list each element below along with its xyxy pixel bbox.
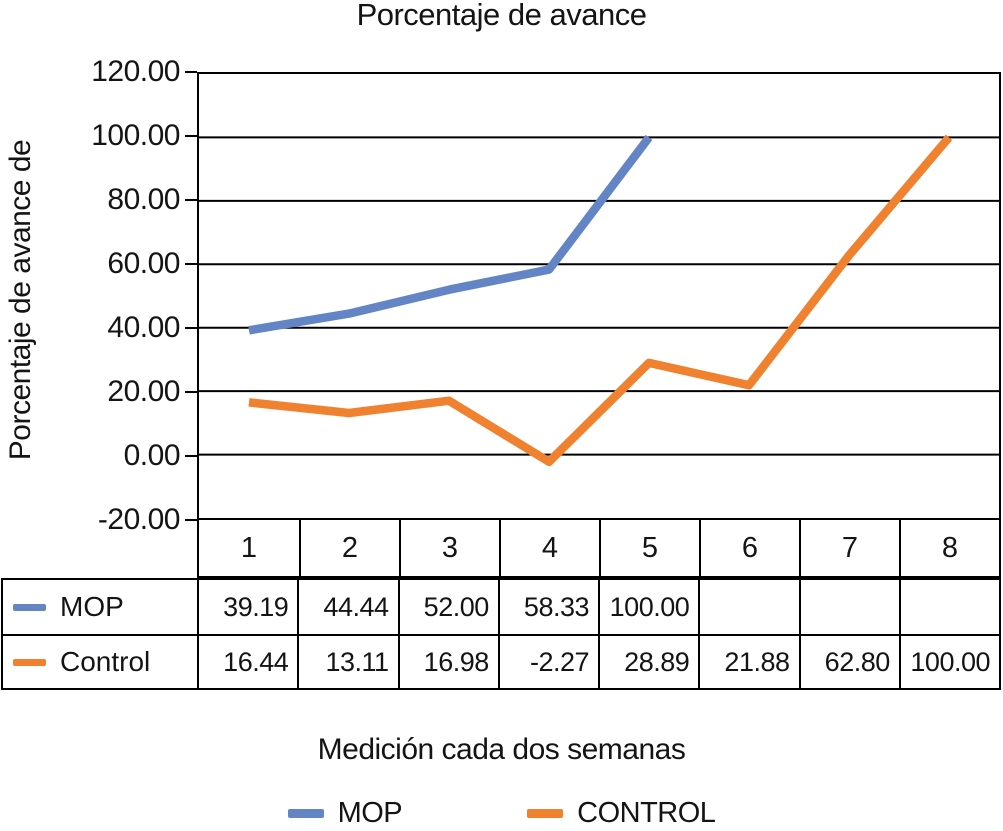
legend-item: MOP	[287, 796, 403, 830]
y-tick-label: 100.00	[91, 119, 180, 152]
y-tick-mark	[185, 455, 197, 457]
y-tick-label: 80.00	[107, 183, 180, 216]
y-tick-label: 60.00	[107, 247, 180, 280]
x-category-cell: 1	[240, 531, 258, 564]
y-tick-mark	[185, 263, 197, 265]
table-value-cell	[698, 580, 798, 634]
y-tick-mark	[185, 135, 197, 137]
series-swatch	[13, 603, 46, 611]
table-row: MOP 39.19 44.44 52.00 58.33 100.00	[3, 580, 999, 634]
y-tick-label: 40.00	[107, 311, 180, 344]
y-tick-label: 0.00	[123, 439, 181, 472]
table-value-cell: 58.33	[497, 580, 598, 634]
x-category-cell: 2	[299, 520, 399, 576]
table-value-cell: -2.27	[497, 636, 598, 688]
table-value-cell	[898, 580, 999, 634]
table-value-cell: 21.88	[698, 636, 798, 688]
series-swatch	[13, 658, 46, 666]
legend-swatch	[527, 808, 564, 818]
line-chart-svg	[199, 134, 999, 467]
series-name: Control	[60, 646, 151, 677]
series-name: MOP	[60, 591, 124, 622]
y-tick-mark	[185, 391, 197, 393]
legend-label: CONTROL	[577, 796, 716, 829]
y-tick-mark	[185, 519, 197, 521]
table-value-cell: 16.98	[397, 636, 498, 688]
chart-legend: MOP CONTROL	[0, 795, 1003, 831]
y-tick-label: 120.00	[91, 55, 180, 88]
table-value-cell: 44.44	[297, 580, 397, 634]
x-category-cell: 6	[699, 520, 799, 576]
table-value-cell	[798, 580, 899, 634]
table-value-cell: 39.19	[197, 580, 297, 634]
table-value-cell: 13.11	[297, 636, 397, 688]
legend-item: CONTROL	[527, 796, 716, 830]
series-label-cell: MOP	[3, 580, 197, 634]
x-axis-title: Medición cada dos semanas	[317, 733, 686, 766]
table-row: Control 16.44 13.11 16.98 -2.27 28.89 21.88 62.…	[3, 634, 999, 688]
table-value-cell: 100.00	[598, 580, 698, 634]
x-category-cell: 5	[599, 520, 699, 576]
x-category-cell: 7	[799, 520, 899, 576]
plot-area	[197, 72, 1001, 520]
y-tick-mark	[185, 327, 197, 329]
data-table: MOP 39.19 44.44 52.00 58.33 100.00 Control 16.4…	[1, 578, 1001, 690]
table-value-cell: 52.00	[397, 580, 498, 634]
legend-swatch	[287, 808, 324, 818]
y-tick-mark	[185, 199, 197, 201]
chart-title: Porcentaje de avance	[356, 0, 647, 32]
series-label-cell: Control	[3, 636, 197, 688]
legend-label: MOP	[337, 796, 403, 829]
x-category-cell: 8	[899, 520, 999, 576]
y-tick-label: 20.00	[107, 375, 180, 408]
table-value-cell: 100.00	[898, 636, 999, 688]
table-value-cell: 62.80	[798, 636, 899, 688]
y-tick-label: -20.00	[97, 503, 181, 536]
table-value-cell: 28.89	[598, 636, 698, 688]
x-category-cell: 4	[499, 520, 599, 576]
y-tick-mark	[185, 71, 197, 73]
table-value-cell: 16.44	[197, 636, 297, 688]
y-axis-title: Porcentaje de avance de	[4, 139, 37, 461]
x-category-cell: 3	[399, 520, 499, 576]
